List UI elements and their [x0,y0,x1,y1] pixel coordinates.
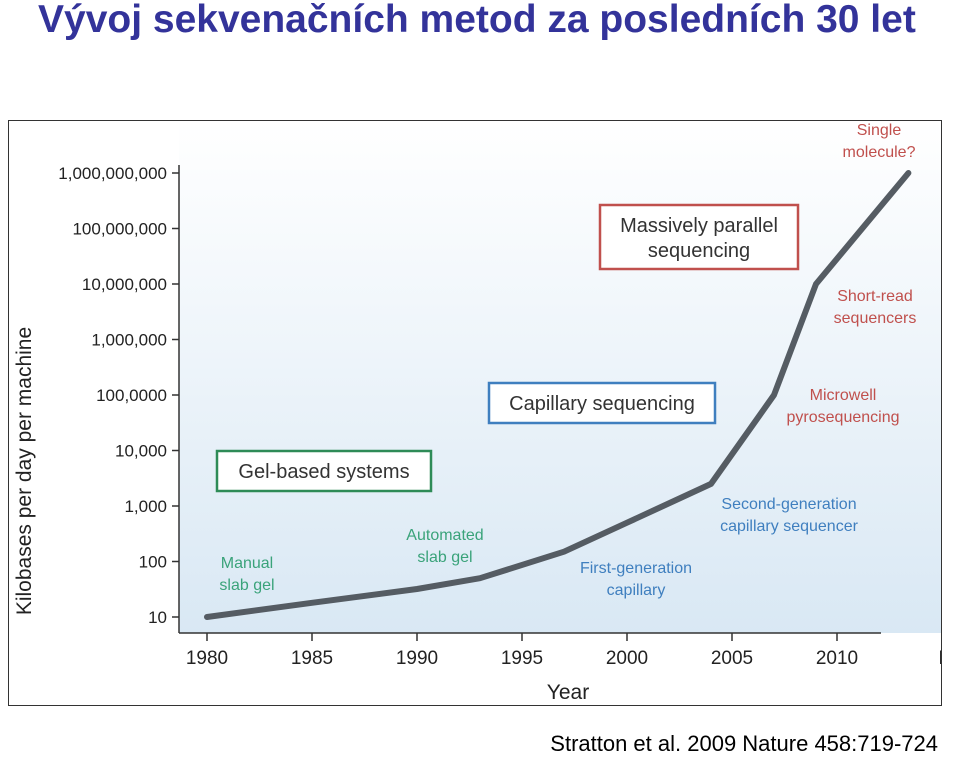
y-tick-label: 1,000 [124,497,167,516]
x-ticks: 1980 1985 1990 1995 2000 2005 2010 Future [186,633,941,669]
x-tick-label: 1980 [186,648,228,669]
annotation-label: Second-generation [721,496,856,513]
category-boxes: Gel-based systems Capillary sequencing Mas… [215,203,800,493]
x-tick-label: 2000 [606,648,648,669]
y-tick-label: 10,000 [115,442,167,461]
y-tick-label: 10,000,000 [82,275,167,294]
annotation-label: Automated [406,527,483,544]
x-tick-label: 1995 [501,648,543,669]
y-ticks: 10 100 1,000 10,000 100,0000 1,000,000 10,000,… [58,164,179,627]
x-tick-label: 2010 [816,648,858,669]
sequencing-throughput-chart: 10 100 1,000 10,000 100,0000 1,000,000 10,000,… [13,121,941,704]
category-box-label: Massively parallel [620,215,778,237]
category-box-label: sequencing [648,240,750,262]
series-line [204,170,912,620]
series-layer [204,170,912,620]
annotation-label: sequencers [834,310,917,327]
y-axis-title: Kilobases per day per machine [13,327,36,615]
annotation-label: Single [857,122,902,139]
annotation-label: Short-read [837,288,913,305]
slide-title: Vývoj sekvenačních metod za posledních 3… [38,0,916,41]
annotation-label: First-generation [580,560,692,577]
category-box-label: Capillary sequencing [509,393,695,415]
x-tick-label: Future [939,648,941,669]
annotation-label: Microwell [810,387,877,404]
y-tick-label: 1,000,000 [91,331,167,350]
annotation-label: Manual [221,555,273,572]
annotation-label: molecule? [843,144,916,161]
x-tick-label: 1990 [396,648,438,669]
citation: Stratton et al. 2009 Nature 458:719-724 [550,731,938,756]
category-box [487,381,717,425]
annotation-label: capillary sequencer [720,518,859,535]
category-box-label: Gel-based systems [238,461,409,483]
plot-background [179,121,941,633]
x-tick-label: 2005 [711,648,753,669]
chart-frame: 10 100 1,000 10,000 100,0000 1,000,000 10,000,… [8,120,942,706]
x-tick-label: 1985 [291,648,333,669]
y-tick-label: 1,000,000,000 [58,164,167,183]
y-tick-label: 100,000,000 [72,220,167,239]
axes [178,165,881,634]
y-tick-label: 10 [148,608,167,627]
x-axis-title: Year [547,681,589,704]
annotations: Manual slab gel Automated slab gel First-gen… [219,122,916,599]
category-box [215,449,433,493]
annotation-label: slab gel [417,549,472,566]
category-box [598,203,800,271]
annotation-label: pyrosequencing [787,409,900,426]
annotation-label: capillary [607,582,666,599]
y-tick-label: 100 [139,553,167,572]
annotation-label: slab gel [219,577,274,594]
y-tick-label: 100,0000 [96,386,167,405]
